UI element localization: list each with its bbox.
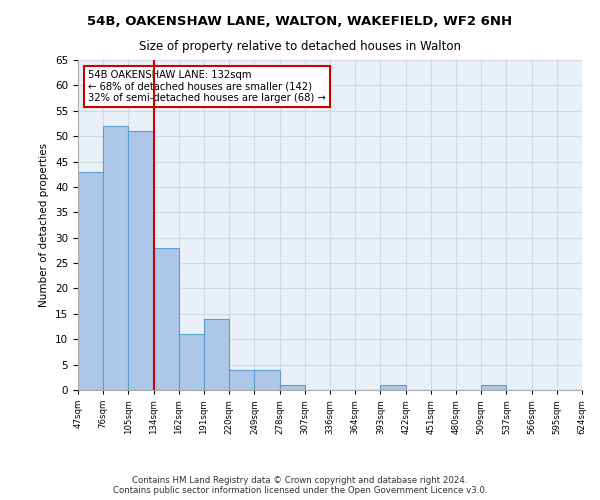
Bar bbox=[229, 370, 254, 390]
Bar bbox=[280, 385, 305, 390]
Text: Contains HM Land Registry data © Crown copyright and database right 2024.
Contai: Contains HM Land Registry data © Crown c… bbox=[113, 476, 487, 495]
Bar bbox=[481, 385, 506, 390]
Bar bbox=[179, 334, 204, 390]
Y-axis label: Number of detached properties: Number of detached properties bbox=[40, 143, 49, 307]
Bar bbox=[254, 370, 280, 390]
Bar bbox=[204, 319, 229, 390]
Bar bbox=[154, 248, 179, 390]
Bar bbox=[103, 126, 128, 390]
Bar bbox=[78, 172, 103, 390]
Bar bbox=[380, 385, 406, 390]
Text: Size of property relative to detached houses in Walton: Size of property relative to detached ho… bbox=[139, 40, 461, 53]
Bar bbox=[128, 131, 154, 390]
Text: 54B, OAKENSHAW LANE, WALTON, WAKEFIELD, WF2 6NH: 54B, OAKENSHAW LANE, WALTON, WAKEFIELD, … bbox=[88, 15, 512, 28]
Text: 54B OAKENSHAW LANE: 132sqm
← 68% of detached houses are smaller (142)
32% of sem: 54B OAKENSHAW LANE: 132sqm ← 68% of deta… bbox=[88, 70, 326, 103]
